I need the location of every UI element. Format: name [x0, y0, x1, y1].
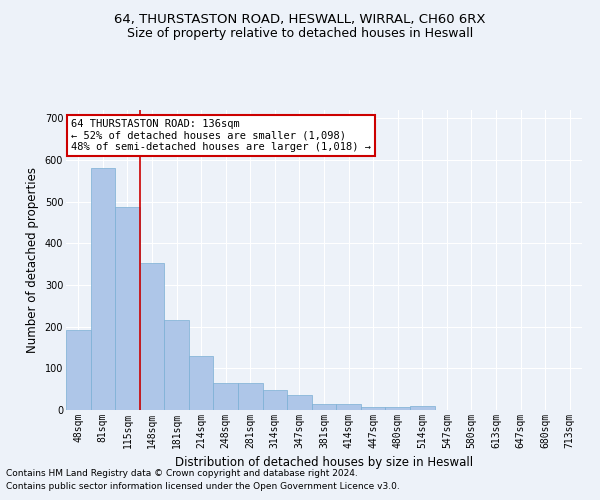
Bar: [410, 406, 434, 410]
Text: Contains HM Land Registry data © Crown copyright and database right 2024.: Contains HM Land Registry data © Crown c…: [6, 468, 358, 477]
X-axis label: Distribution of detached houses by size in Heswall: Distribution of detached houses by size …: [175, 456, 473, 469]
Text: 64, THURSTASTON ROAD, HESWALL, WIRRAL, CH60 6RX: 64, THURSTASTON ROAD, HESWALL, WIRRAL, C…: [114, 12, 486, 26]
Bar: [115, 207, 140, 410]
Text: Contains public sector information licensed under the Open Government Licence v3: Contains public sector information licen…: [6, 482, 400, 491]
Bar: [238, 383, 263, 410]
Text: Size of property relative to detached houses in Heswall: Size of property relative to detached ho…: [127, 28, 473, 40]
Bar: [189, 356, 214, 410]
Bar: [287, 396, 312, 410]
Bar: [91, 168, 115, 410]
Text: 64 THURSTASTON ROAD: 136sqm
← 52% of detached houses are smaller (1,098)
48% of : 64 THURSTASTON ROAD: 136sqm ← 52% of det…: [71, 119, 371, 152]
Bar: [312, 404, 336, 410]
Y-axis label: Number of detached properties: Number of detached properties: [26, 167, 39, 353]
Bar: [214, 383, 238, 410]
Bar: [263, 390, 287, 410]
Bar: [361, 406, 385, 410]
Bar: [66, 330, 91, 410]
Bar: [385, 406, 410, 410]
Bar: [336, 404, 361, 410]
Bar: [164, 320, 189, 410]
Bar: [140, 262, 164, 410]
